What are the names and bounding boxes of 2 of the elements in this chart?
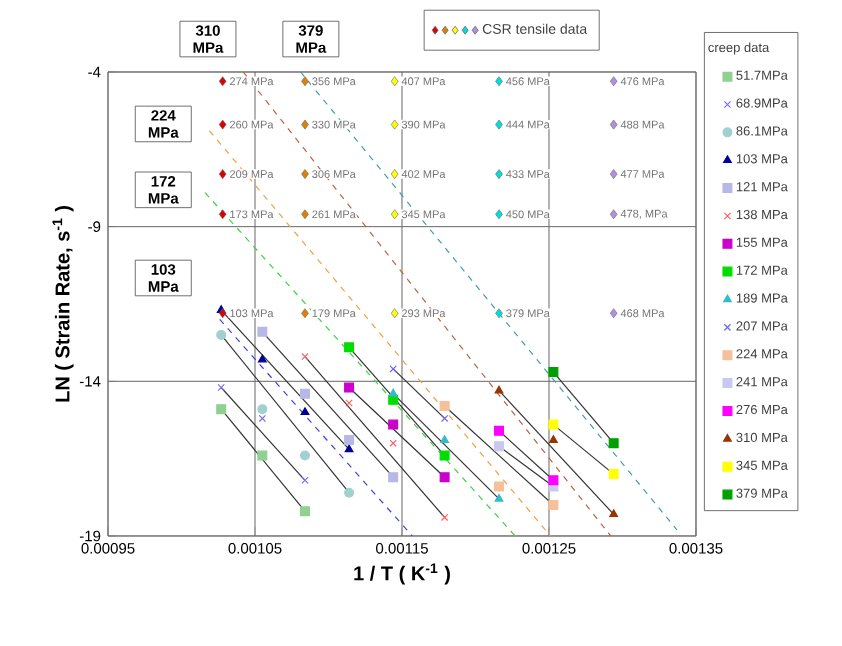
x-axis-title: 1 / T ( K$^{-1}$ ) xyxy=(354,563,450,585)
y-axis-title: LN ( Strain Rate, s$^{-1}$ ) xyxy=(52,206,74,402)
